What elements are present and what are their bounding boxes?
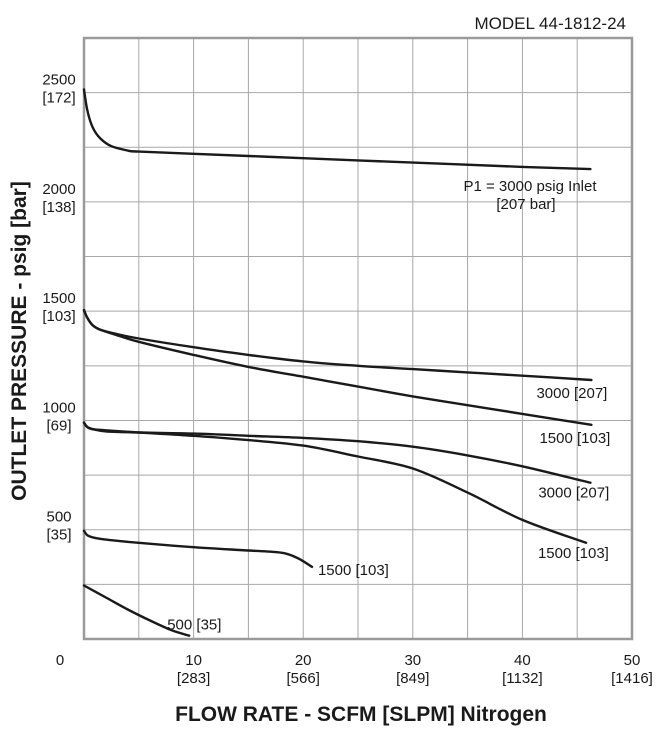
x-tick-label: 30 [404, 652, 421, 669]
y-tick-sublabel: [35] [46, 527, 71, 544]
inlet-note-line1: P1 = 3000 psig Inlet [463, 178, 597, 195]
series-line-1 [82, 308, 593, 382]
y-tick-sublabel: [69] [46, 417, 71, 434]
series-line-0 [82, 88, 592, 171]
x-axis-title: FLOW RATE - SCFM [SLPM] Nitrogen [175, 703, 547, 726]
x-tick-label: 40 [514, 652, 531, 669]
series-line-5 [82, 529, 314, 569]
x-tick-sublabel: [1416] [611, 670, 653, 687]
series-label: 1500 [103] [539, 430, 610, 447]
x-tick-sublabel: [283] [177, 670, 210, 687]
series-label: 3000 [207] [538, 485, 609, 502]
x-tick-label: 20 [295, 652, 312, 669]
series-line-6 [82, 584, 191, 637]
model-label: MODEL 44-1812-24 [474, 14, 626, 33]
series-line-4 [82, 421, 588, 544]
series-label: 500 [35] [167, 617, 221, 634]
y-tick-sublabel: [103] [42, 308, 75, 325]
y-tick-label: 2500 [42, 72, 75, 89]
x-tick-sublabel: [566] [287, 670, 320, 687]
x-tick-sublabel: [849] [396, 670, 429, 687]
y-axis-title: OUTLET PRESSURE - psig [bar] [8, 181, 31, 501]
y-tick-labels: 500[35] 1000[69] 1500[103] 2000[138] 2500[17… [42, 72, 75, 544]
y-tick-sublabel: [172] [42, 90, 75, 107]
x-tick-labels: 0 10[283] 20[566] 30[849] 40[1132] 50[1416] [56, 652, 653, 687]
y-tick-label: 2000 [42, 181, 75, 198]
x-tick-label: 50 [624, 652, 641, 669]
plot-frame [82, 36, 634, 641]
x-tick-label: 0 [56, 652, 64, 669]
y-tick-label: 1000 [42, 399, 75, 416]
inlet-note-line2: [207 bar] [496, 196, 555, 213]
x-tick-label: 10 [185, 652, 202, 669]
series-line-2 [82, 308, 593, 426]
series-label: 1500 [103] [318, 562, 389, 579]
series-labels: 3000 [207] 1500 [103] 3000 [207] 1500 [103]… [167, 385, 610, 634]
x-tick-sublabel: [1132] [502, 670, 543, 687]
series-label: 3000 [207] [536, 385, 607, 402]
series-label: 1500 [103] [538, 545, 609, 562]
y-tick-label: 500 [46, 509, 71, 526]
y-tick-sublabel: [138] [42, 199, 75, 216]
y-tick-label: 1500 [42, 290, 75, 307]
curves [82, 88, 593, 637]
